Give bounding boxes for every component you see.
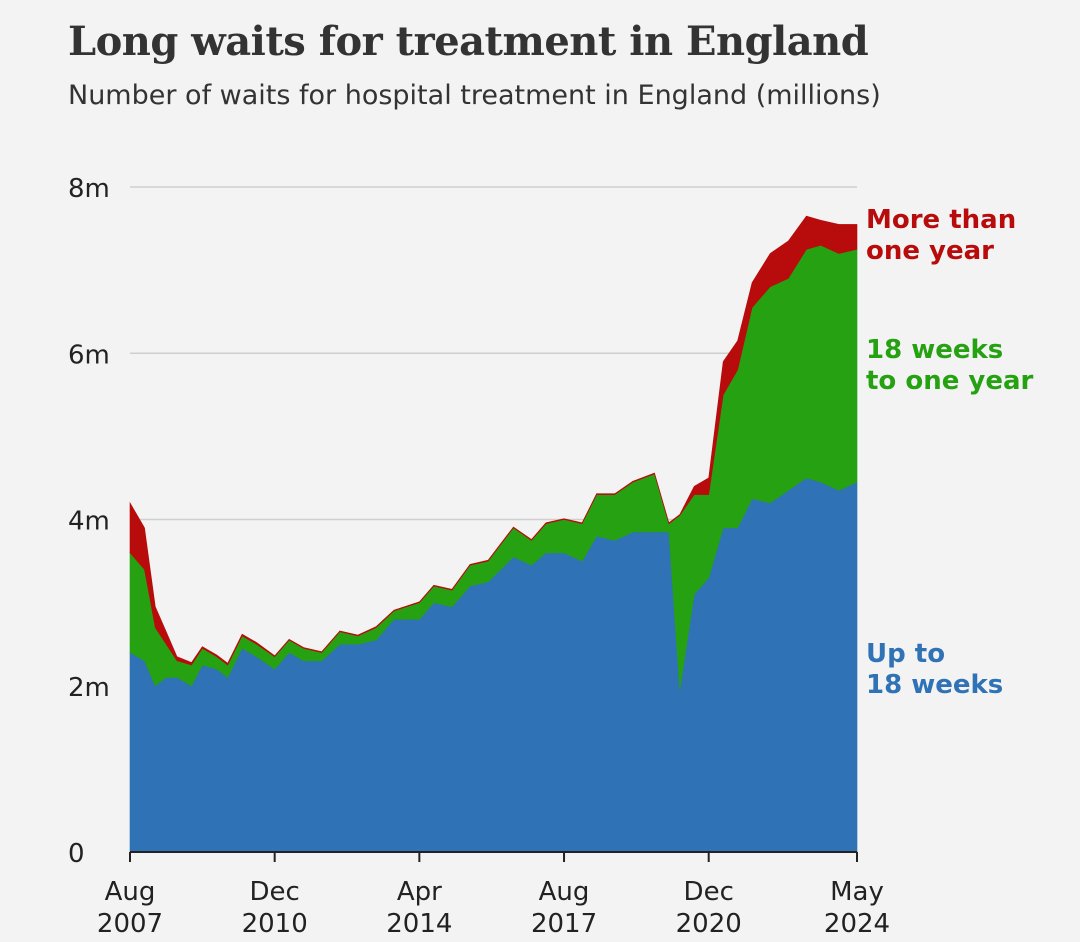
chart-title: Long waits for treatment in England [68,18,869,65]
series-label-line: More than [866,205,1016,235]
x-tick-label-year: 2010 [242,909,308,939]
x-tick-label-year: 2020 [676,909,742,939]
y-tick-label: 0 [68,839,85,869]
area-series [129,215,858,853]
x-tick-label-year: 2024 [824,909,890,939]
x-tick-label-month: May [830,877,884,907]
x-tick-label-year: 2017 [531,909,597,939]
series-label-line: 18 weeks [866,670,1003,700]
x-tick-label-month: Dec [684,877,734,907]
series-label-more-than-one-year: More than one year [866,205,1016,266]
y-tick-label: 8m [68,174,110,204]
series-label-line: to one year [866,366,1034,396]
series-label-up-to-18-weeks: Up to 18 weeks [866,639,1003,700]
chart-subtitle: Number of waits for hospital treatment i… [68,80,881,111]
y-tick-label: 2m [68,673,110,703]
series-label-line: 18 weeks [866,335,1003,365]
series-label-18-weeks-to-one-year: 18 weeks to one year [866,335,1034,396]
x-tick-label-year: 2007 [97,909,163,939]
x-tick-label-year: 2014 [386,909,452,939]
area-up-to-18-weeks [129,477,858,853]
x-tick-label-month: Dec [250,877,300,907]
y-tick-label: 4m [68,507,110,537]
axes: 02m4m6m8mAug2007Dec2010Apr2014Aug2017Dec… [68,174,890,939]
area-more-than-one-year [129,215,858,666]
series-label-line: Up to [866,639,945,669]
series-label-line: one year [866,236,994,266]
x-tick-label-month: Aug [105,877,156,907]
x-tick-label-month: Aug [539,877,590,907]
y-tick-label: 6m [68,340,110,370]
x-tick-label-month: Apr [397,877,442,907]
